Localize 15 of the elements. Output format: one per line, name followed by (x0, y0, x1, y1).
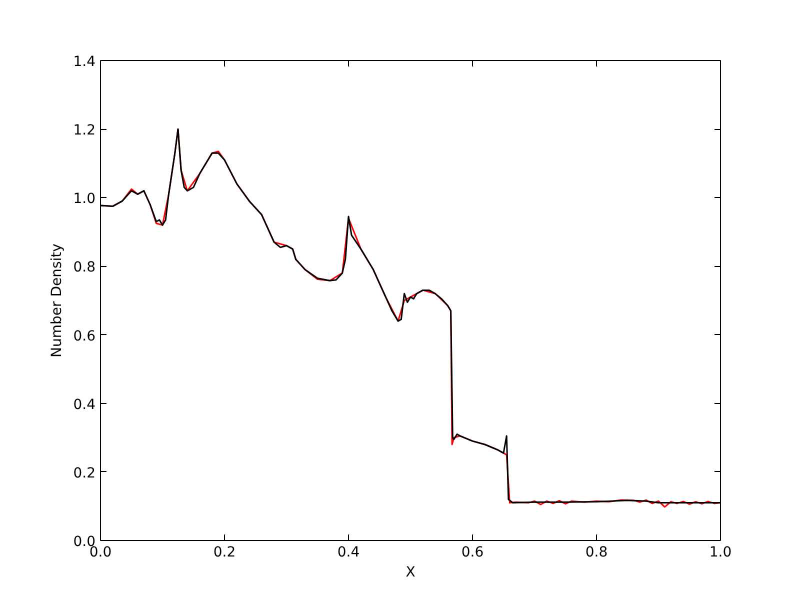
y-tick-label: 0.8 (73, 260, 96, 276)
x-tick-label: 0.8 (585, 544, 608, 560)
x-tick-label: 0.2 (213, 544, 236, 560)
y-tick-label: 0.2 (73, 465, 96, 482)
x-tick-label: 0.6 (461, 544, 484, 560)
y-tick-label: 1.2 (73, 122, 96, 139)
y-tick-label: 1.0 (73, 191, 96, 208)
y-tick-label: 0.4 (73, 396, 96, 413)
x-tick-label: 0.4 (337, 544, 360, 560)
y-tick-label: 0.6 (73, 328, 96, 344)
x-tick-label: 1.0 (709, 544, 732, 560)
x-axis-title: X (406, 564, 416, 580)
y-axis-title: Number Density (49, 244, 66, 358)
x-tick-label: 0.0 (89, 544, 112, 560)
y-tick-label: 1.4 (73, 54, 96, 70)
